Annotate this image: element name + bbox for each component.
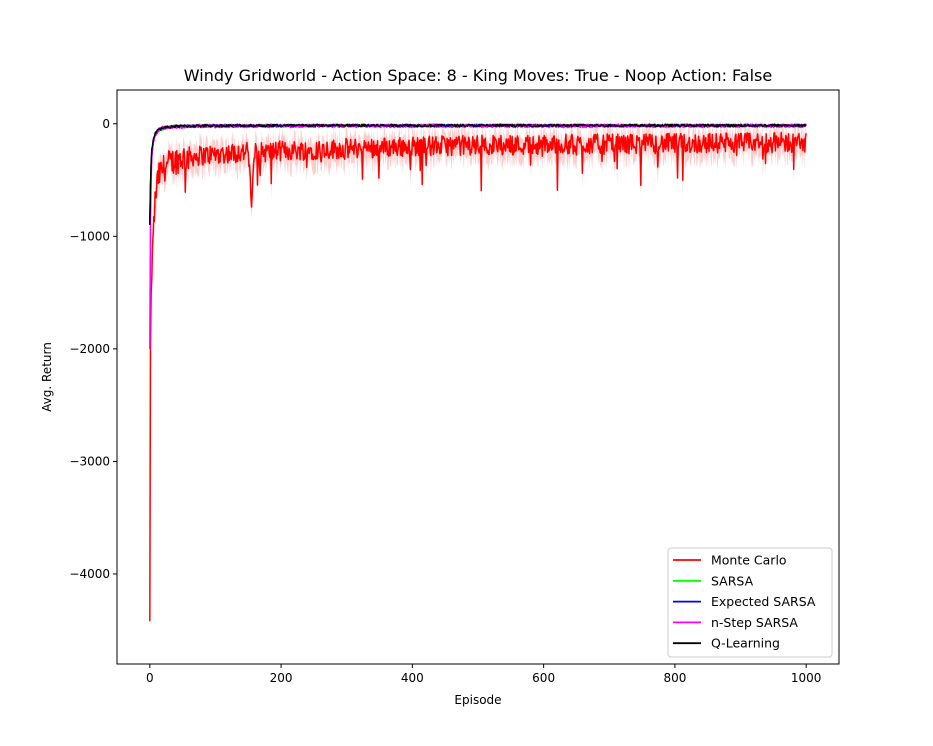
x-tick-label: 0 bbox=[146, 671, 154, 685]
series-line bbox=[149, 131, 807, 622]
chart-title: Windy Gridworld - Action Space: 8 - King… bbox=[184, 66, 772, 85]
series-band bbox=[149, 119, 807, 640]
x-tick-label: 1000 bbox=[791, 671, 822, 685]
legend-box bbox=[667, 547, 833, 658]
legend-label: SARSA bbox=[711, 573, 754, 588]
legend-label: Q-Learning bbox=[711, 636, 780, 651]
legend: Monte Carlo SARSA Expected SARSA n-Step SAR… bbox=[667, 547, 833, 658]
y-tick-label: −1000 bbox=[69, 229, 110, 243]
confidence-bands bbox=[149, 119, 807, 640]
y-tick-label: −4000 bbox=[69, 567, 110, 581]
legend-label: n-Step SARSA bbox=[711, 615, 798, 630]
plot-frame bbox=[116, 89, 840, 665]
x-tick-label: 400 bbox=[401, 671, 424, 685]
y-tick-label: −3000 bbox=[69, 454, 110, 468]
legend-label: Expected SARSA bbox=[711, 594, 816, 609]
x-axis-ticks: 0 200 400 600 800 1000 bbox=[146, 664, 821, 685]
x-tick-label: 200 bbox=[270, 671, 293, 685]
y-axis-ticks: −4000 −3000 −2000 −1000 0 bbox=[69, 117, 117, 581]
y-tick-label: −2000 bbox=[69, 342, 110, 356]
series-line bbox=[149, 123, 807, 226]
y-axis-label: Avg. Return bbox=[40, 342, 54, 412]
x-tick-label: 800 bbox=[663, 671, 686, 685]
x-tick-label: 600 bbox=[532, 671, 555, 685]
y-tick-label: 0 bbox=[102, 117, 110, 131]
series-lines bbox=[149, 123, 807, 622]
x-axis-label: Episode bbox=[454, 693, 501, 707]
legend-label: Monte Carlo bbox=[711, 553, 787, 568]
